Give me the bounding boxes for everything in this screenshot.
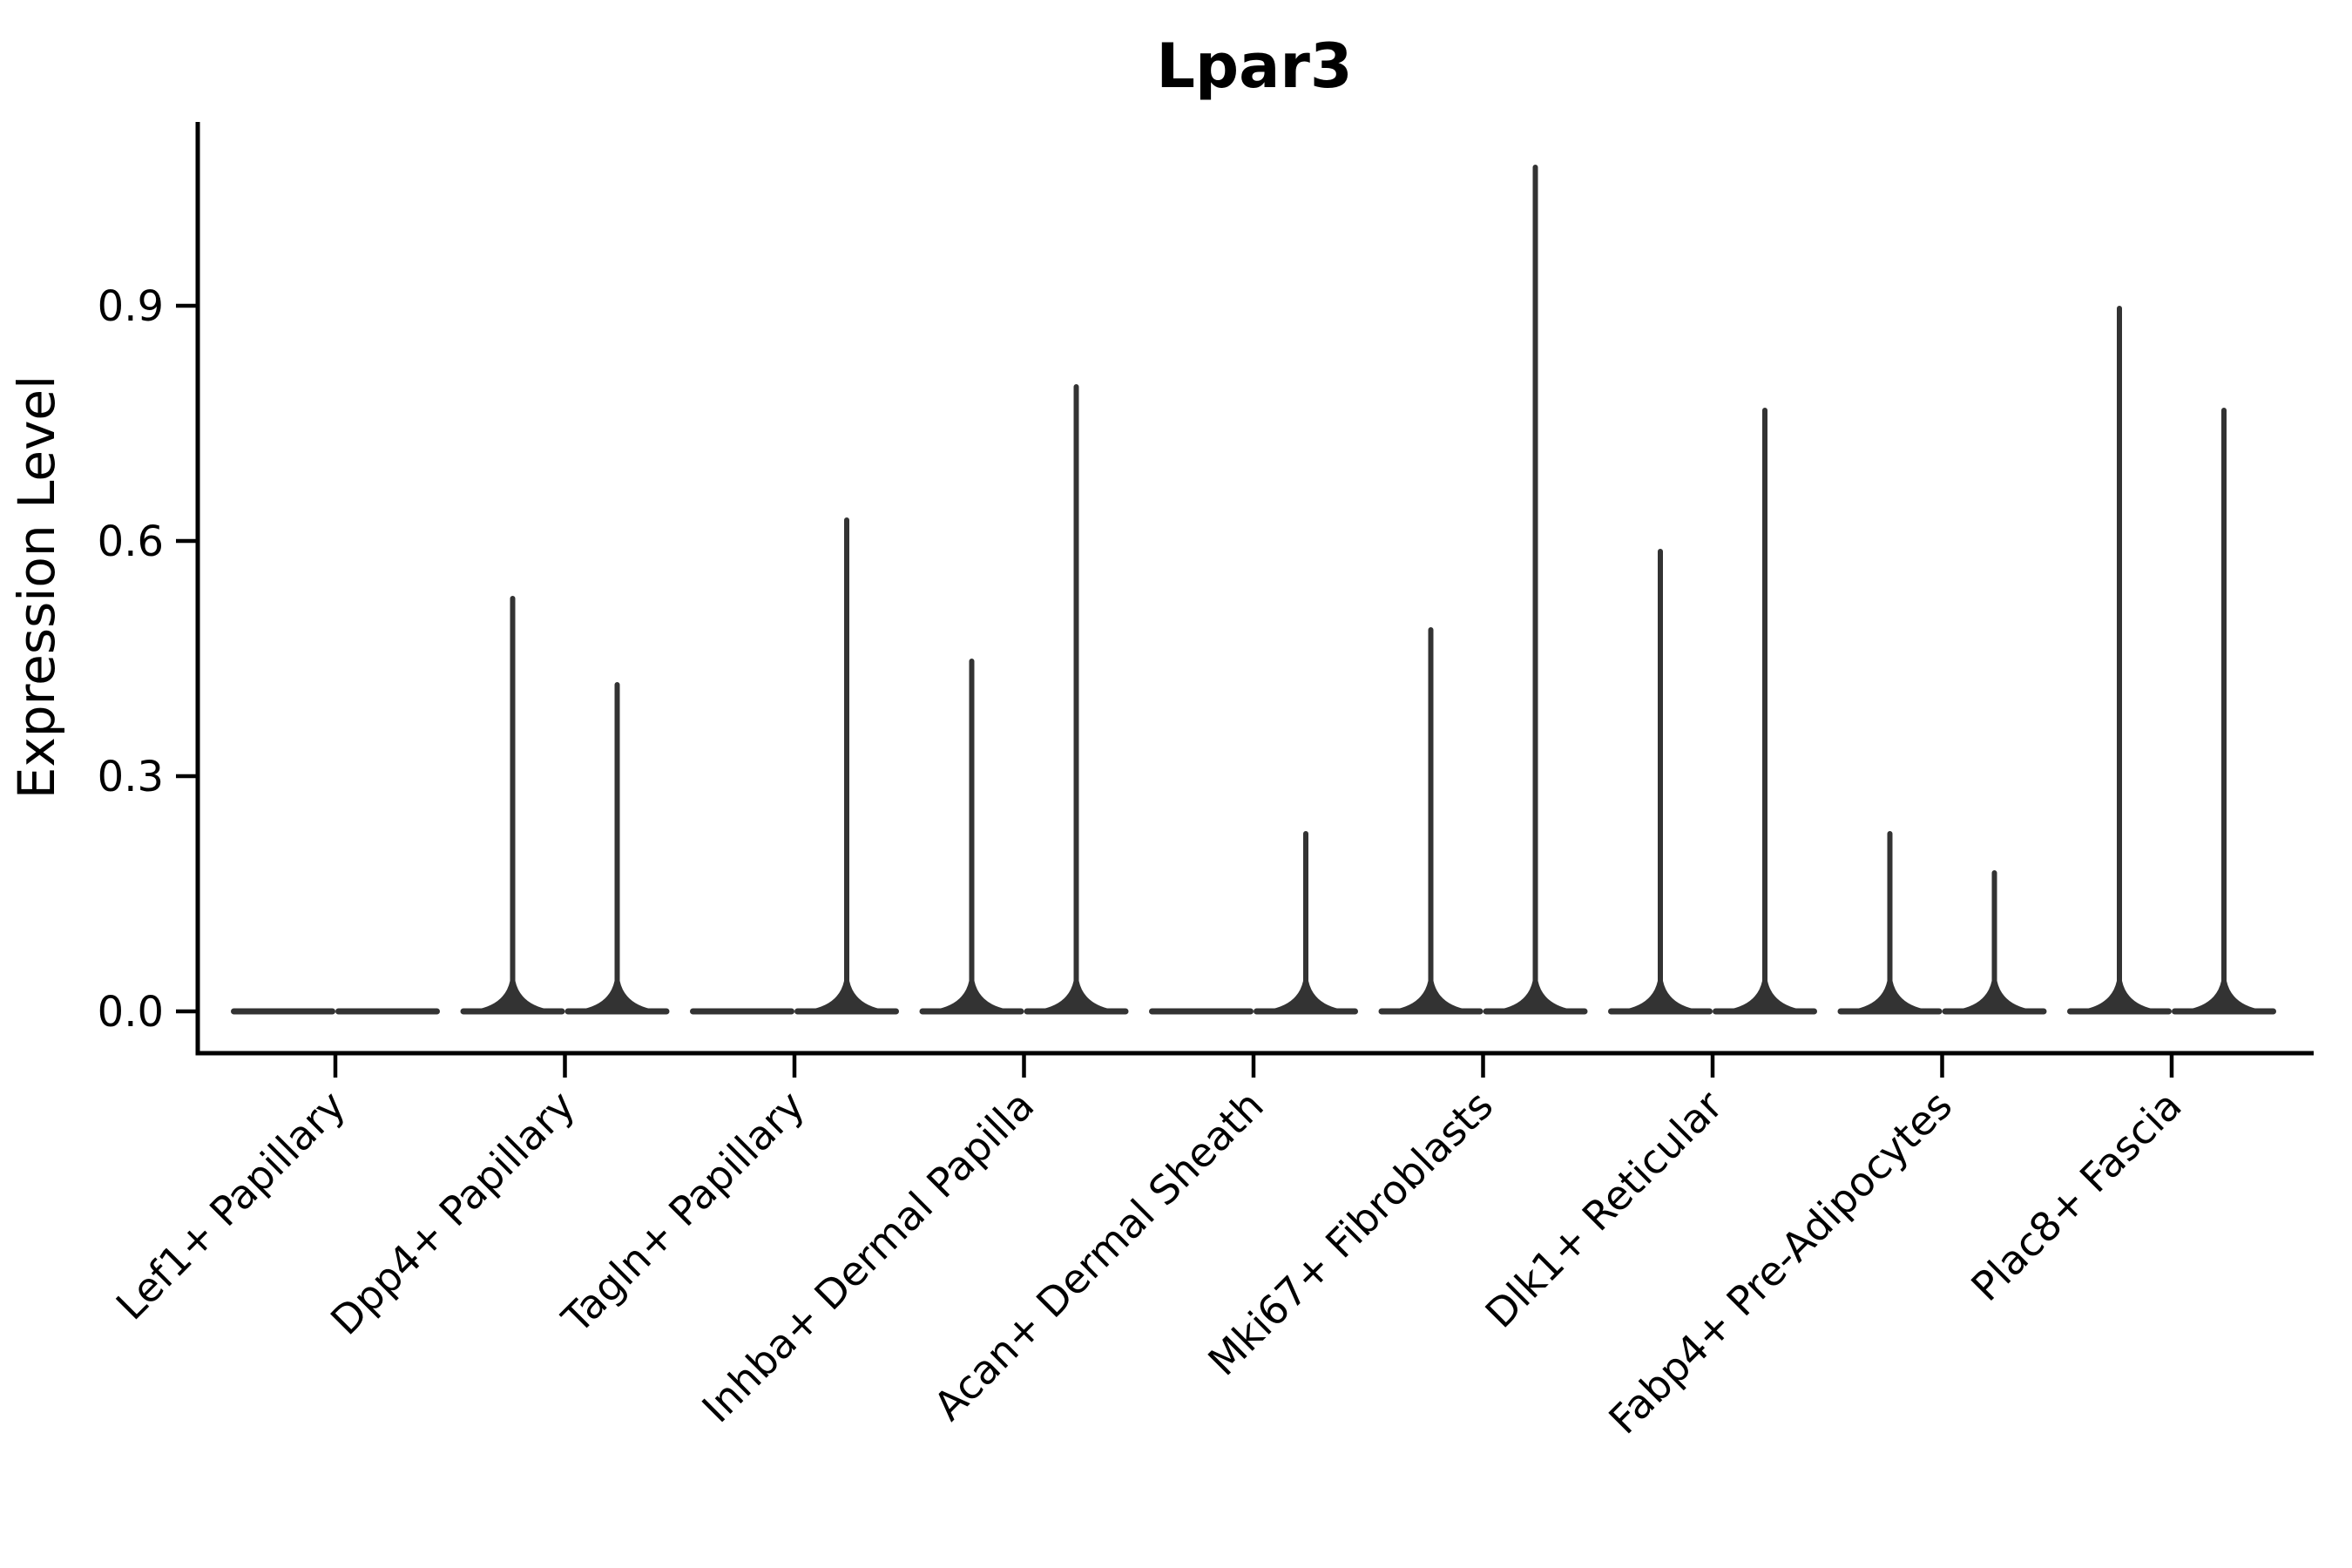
violin-spike xyxy=(510,596,516,1013)
violin-spike xyxy=(1428,627,1434,1013)
x-tick-label: Tagln+ Papillary xyxy=(552,1082,814,1343)
chart-title: Lpar3 xyxy=(1156,30,1352,102)
x-tick-label: Lef1+ Papillary xyxy=(107,1082,355,1329)
x-tick-label: Plac8+ Fascia xyxy=(1962,1082,2190,1310)
y-tick-label: 0.6 xyxy=(98,517,164,566)
violin-spike xyxy=(2117,306,2122,1013)
y-axis-label: Expression Level xyxy=(7,375,66,799)
violin-spike xyxy=(969,659,975,1013)
violin-body xyxy=(690,1008,794,1015)
x-tick-label: Dlk1+ Reticular xyxy=(1477,1082,1732,1337)
violin-spike xyxy=(1073,384,1079,1013)
violin-spike xyxy=(844,517,849,1013)
violin-spike xyxy=(1887,831,1893,1013)
x-tick-label: Dpp4+ Papillary xyxy=(321,1082,584,1344)
violin-spike xyxy=(1532,165,1538,1013)
y-tick-label: 0.0 xyxy=(98,988,164,1037)
violin-spike xyxy=(2221,408,2227,1013)
violin-body xyxy=(231,1008,335,1015)
violin-spike xyxy=(614,682,620,1013)
violin-spike xyxy=(1658,549,1663,1013)
violin-spike xyxy=(1303,831,1308,1013)
violin-body xyxy=(335,1008,440,1015)
violin-spike xyxy=(1762,408,1767,1013)
violin-spike xyxy=(1991,870,1997,1013)
y-tick-label: 0.3 xyxy=(98,753,164,801)
violin-body xyxy=(1149,1008,1254,1015)
y-tick-label: 0.9 xyxy=(98,282,164,331)
